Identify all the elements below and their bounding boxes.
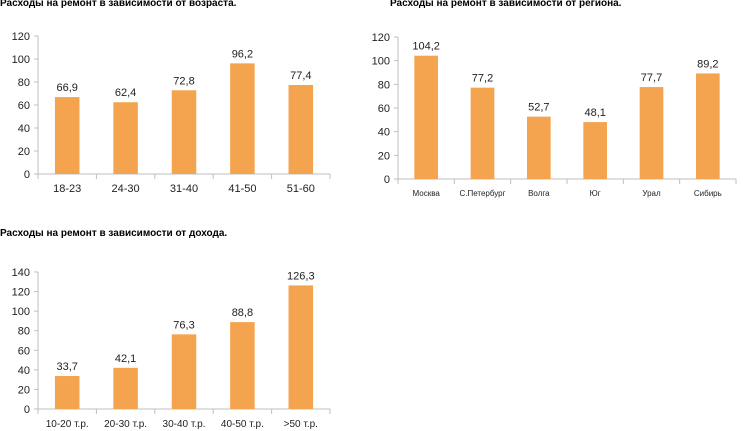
x-tick-label: Урал [642,189,661,198]
data-label: 42,1 [115,353,136,365]
y-tick-label: 20 [378,150,390,162]
bar [470,87,495,179]
y-tick-label: 40 [18,123,30,135]
bar [696,73,720,179]
bar [54,97,80,174]
y-tick-label: 40 [378,127,390,139]
data-label: 96,2 [232,48,253,60]
data-label: 89,2 [697,58,718,70]
chart-income: 0 20 40 60 80 100 120 140 33,7 10-20 т.р. 42,1 20-3… [12,267,331,430]
x-tick-label: 24-30 [112,183,140,195]
x-tick-label: 31-40 [170,183,198,195]
y-tick-label: 120 [372,32,390,44]
bar [230,63,255,175]
chart-region: 0 20 40 60 80 100 120 104,2 Москва 77,2 С.Петербур… [372,32,737,198]
data-label: 76,3 [173,319,194,331]
data-label: 104,2 [412,41,440,53]
data-label: 88,8 [232,307,253,319]
data-label: 77,2 [472,73,493,85]
bar [171,90,197,174]
data-label: 66,9 [56,82,77,94]
bar [113,367,138,409]
chart-title-age: Расходы на ремонт в зависимости от возра… [0,0,237,9]
data-label: 48,1 [584,107,605,119]
y-tick-label: 80 [378,79,390,91]
data-label: 52,7 [528,102,549,114]
chart-title-income: Расходы на ремонт в зависимости от доход… [0,228,228,239]
y-tick-label: 100 [12,54,30,66]
bar [171,334,197,409]
y-tick-label: 0 [24,169,30,181]
bar [113,102,138,174]
bar [230,322,255,409]
x-tick-label: Москва [413,189,441,198]
bar [414,55,438,179]
y-tick-label: 60 [18,345,30,357]
data-label: 62,4 [115,87,136,99]
y-tick-label: 100 [372,56,390,68]
chart-age: 0 20 40 60 80 100 120 66,9 18-23 62,4 24-30 72,8 31-… [12,31,331,195]
x-tick-label: 41-50 [228,183,256,195]
x-tick-label: 18-23 [53,183,81,195]
data-label: 72,8 [173,75,194,87]
x-tick-label: 40-50 т.р. [221,419,264,430]
bar [54,376,80,409]
x-tick-label: >50 т.р. [284,419,318,430]
x-tick-label: 51-60 [287,183,315,195]
bar [288,285,314,409]
y-tick-label: 120 [12,31,30,43]
y-tick-label: 100 [12,306,30,318]
y-tick-label: 60 [18,100,30,112]
data-label: 77,7 [641,72,662,84]
data-label: 33,7 [56,361,77,373]
bar [639,87,664,179]
y-tick-label: 60 [378,103,390,115]
x-tick-label: Юг [590,189,601,198]
y-tick-label: 140 [12,267,30,279]
x-tick-label: 30-40 т.р. [163,419,206,430]
data-label: 126,3 [287,270,315,282]
y-tick-label: 40 [18,365,30,377]
y-tick-label: 0 [24,404,30,416]
y-tick-label: 20 [18,146,30,158]
y-tick-label: 0 [384,174,390,186]
bar [527,116,551,179]
x-tick-label: 20-30 т.р. [104,419,147,430]
y-tick-label: 80 [18,326,30,338]
data-label: 77,4 [290,70,311,82]
bar [583,122,607,179]
y-tick-label: 80 [18,77,30,89]
chart-title-region: Расходы на ремонт в зависимости от регио… [390,0,622,9]
x-tick-label: 10-20 т.р. [46,419,89,430]
y-tick-label: 120 [12,287,30,299]
y-tick-label: 20 [18,384,30,396]
bar [288,84,314,174]
x-tick-label: Сибирь [694,189,722,198]
x-tick-label: Волга [528,189,550,198]
x-tick-label: С.Петербург [459,189,505,198]
